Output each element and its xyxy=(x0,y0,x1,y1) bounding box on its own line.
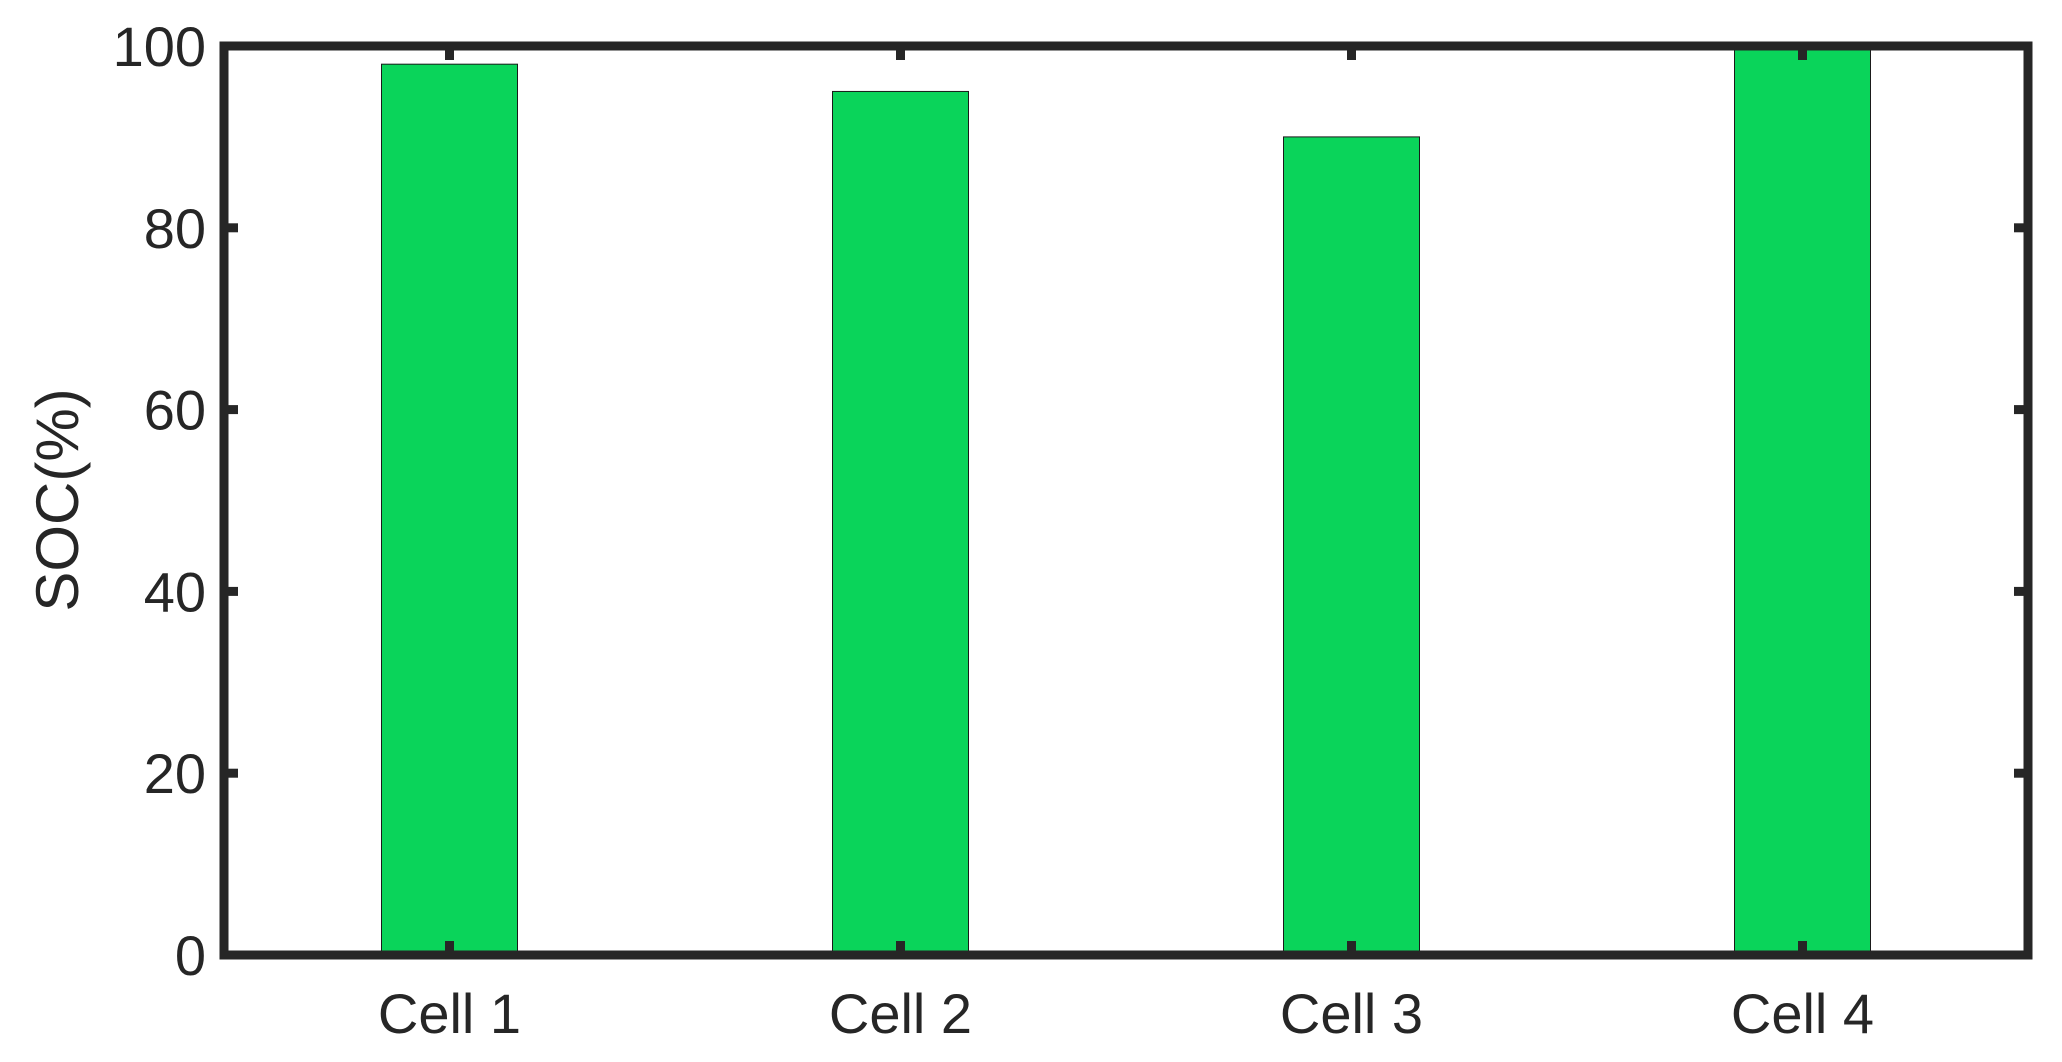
bars-layer xyxy=(381,45,1871,956)
y-tick-labels: 0 20 40 60 80 100 xyxy=(113,15,206,987)
x-tick-label: Cell 3 xyxy=(1280,982,1423,1045)
bar-4 xyxy=(1734,45,1871,956)
y-tick-label: 40 xyxy=(144,560,206,623)
y-tick-label: 100 xyxy=(113,15,206,78)
y-tick-label: 0 xyxy=(175,924,206,987)
y-tick-label: 20 xyxy=(144,742,206,805)
y-tick-label: 80 xyxy=(144,197,206,260)
bar-1 xyxy=(381,63,518,956)
y-axis-title: SOC(%) xyxy=(24,388,91,611)
y-tick-label: 60 xyxy=(144,379,206,442)
bar-3 xyxy=(1283,136,1420,956)
plot-frame xyxy=(219,41,2033,960)
x-tick-label: Cell 4 xyxy=(1731,982,1874,1045)
x-tick-labels: Cell 1 Cell 2 Cell 3 Cell 4 xyxy=(378,982,1874,1045)
x-tick-label: Cell 2 xyxy=(829,982,972,1045)
bar-2 xyxy=(832,90,969,956)
x-tick-label: Cell 1 xyxy=(378,982,521,1045)
